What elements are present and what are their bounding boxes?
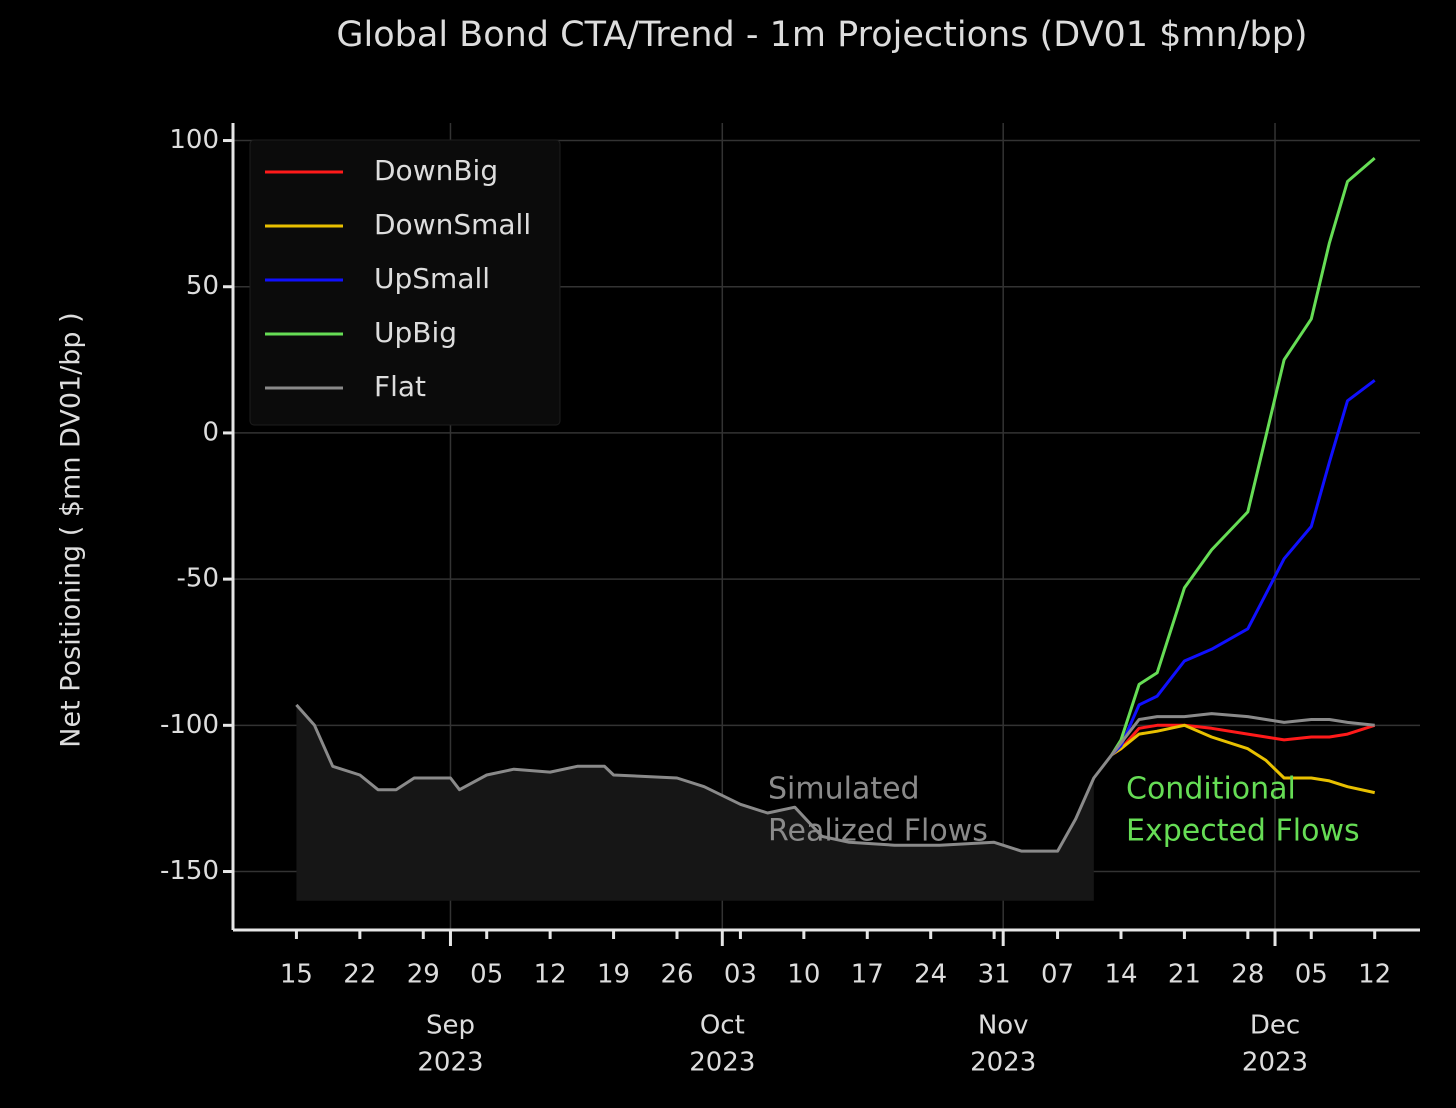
- annotation: Conditional: [1126, 772, 1296, 807]
- x-year-label: 2023: [417, 1048, 483, 1078]
- x-month-label: Sep: [426, 1011, 475, 1041]
- x-tick-label: 21: [1168, 960, 1201, 990]
- x-tick-label: 12: [1358, 960, 1391, 990]
- annotation: Simulated: [768, 772, 920, 807]
- legend-label: UpBig: [374, 316, 457, 349]
- x-tick-label: 29: [407, 960, 440, 990]
- x-tick-label: 24: [914, 960, 947, 990]
- x-year-label: 2023: [689, 1048, 755, 1078]
- series-line: [1111, 723, 1376, 756]
- series-line: [1110, 156, 1376, 756]
- x-tick-label: 15: [280, 960, 313, 990]
- x-month-label: Oct: [700, 1011, 745, 1041]
- series-line: [1110, 379, 1376, 756]
- x-tick-label: 05: [1295, 960, 1328, 990]
- y-tick-label: 50: [186, 271, 219, 301]
- x-tick-label: 03: [724, 960, 757, 990]
- x-tick-label: 12: [534, 960, 567, 990]
- annotation: Expected Flows: [1126, 814, 1360, 849]
- x-month-label: Nov: [978, 1011, 1029, 1041]
- legend-label: UpSmall: [374, 262, 490, 295]
- legend-label: DownBig: [374, 154, 498, 187]
- y-tick-label: -50: [177, 564, 219, 594]
- y-tick-label: 0: [202, 417, 219, 447]
- x-year-label: 2023: [970, 1048, 1036, 1078]
- series-line: [1111, 723, 1376, 795]
- annotation: Realized Flows: [768, 814, 988, 849]
- x-tick-label: 17: [851, 960, 884, 990]
- x-tick-label: 19: [597, 960, 630, 990]
- chart-title: Global Bond CTA/Trend - 1m Projections (…: [336, 15, 1307, 55]
- x-tick-label: 31: [978, 960, 1011, 990]
- x-tick-label: 26: [660, 960, 693, 990]
- x-tick-label: 14: [1104, 960, 1137, 990]
- x-tick-label: 22: [343, 960, 376, 990]
- x-year-label: 2023: [1242, 1048, 1308, 1078]
- x-tick-label: 05: [470, 960, 503, 990]
- x-month-label: Dec: [1250, 1011, 1300, 1041]
- x-tick-label: 10: [787, 960, 820, 990]
- x-tick-label: 28: [1231, 960, 1264, 990]
- legend-label: DownSmall: [374, 208, 531, 241]
- y-tick-label: -150: [160, 856, 219, 886]
- y-axis-label: Net Positioning ( $mn DV01/bp ): [56, 312, 87, 747]
- series-line: [295, 703, 1375, 853]
- realized-area: [296, 704, 1094, 901]
- x-tick-label: 07: [1041, 960, 1074, 990]
- legend-label: Flat: [374, 370, 426, 403]
- legend-box: [249, 139, 561, 426]
- y-tick-label: 100: [169, 125, 219, 155]
- y-tick-label: -100: [160, 710, 219, 740]
